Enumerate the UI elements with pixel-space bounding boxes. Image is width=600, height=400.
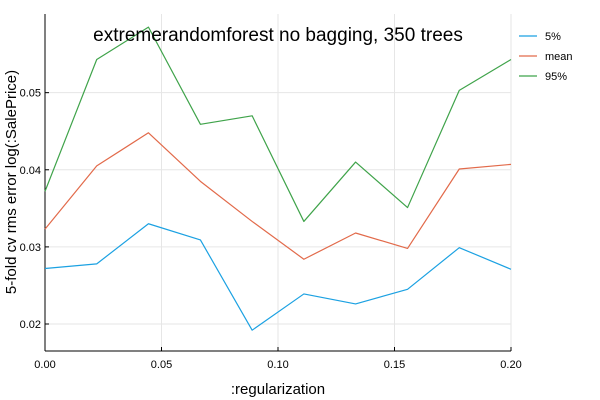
legend: 5% mean 95% [517, 24, 597, 88]
series-line-2 [44, 26, 512, 223]
chart-title: extremerandomforest no bagging, 350 tree… [93, 25, 463, 46]
y-tick-label: 0.05 [20, 88, 41, 100]
tick-labels: 0.00 0.05 0.10 0.15 0.20 0.02 0.03 0.04 0.05 [20, 88, 522, 371]
y-tick-label: 0.02 [20, 319, 41, 331]
x-tick-label: 0.20 [500, 359, 521, 371]
x-tick-label: 0.15 [384, 359, 405, 371]
x-axis-label: :regularization [231, 381, 325, 398]
x-tick-label: 0.10 [267, 359, 288, 371]
series [44, 26, 512, 331]
legend-label: mean [545, 51, 573, 63]
grid [44, 14, 512, 351]
y-tick-label: 0.04 [20, 165, 41, 177]
legend-label: 95% [545, 71, 567, 83]
y-axis-label: 5-fold cv rms error log(:SalePrice) [3, 70, 20, 294]
series-line-1 [44, 132, 512, 260]
y-tick-label: 0.03 [20, 242, 41, 254]
x-tick-label: 0.05 [151, 359, 172, 371]
series-line-0 [44, 223, 512, 331]
x-tick-label: 0.00 [34, 359, 55, 371]
legend-label: 5% [545, 31, 561, 43]
